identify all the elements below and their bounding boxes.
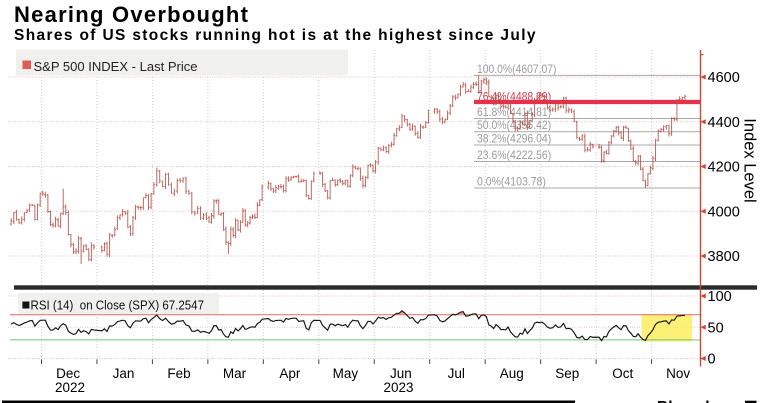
svg-text:100.0%(4607.07): 100.0%(4607.07) (477, 62, 557, 76)
svg-text:4600: 4600 (708, 70, 740, 86)
svg-text:Oct: Oct (612, 366, 633, 381)
svg-text:Index Level: Index Level (741, 118, 759, 202)
svg-text:50.0%(4355.42): 50.0%(4355.42) (477, 118, 551, 132)
svg-text:Feb: Feb (167, 366, 190, 381)
svg-text:Mar: Mar (223, 366, 247, 381)
svg-text:38.2%(4296.04): 38.2%(4296.04) (477, 132, 551, 146)
svg-text:Bloomberg: Bloomberg (657, 399, 739, 403)
svg-text:23.6%(4222.56): 23.6%(4222.56) (477, 148, 551, 162)
svg-text:Apr: Apr (279, 366, 301, 381)
svg-text:4000: 4000 (708, 204, 740, 220)
svg-text:4400: 4400 (708, 115, 740, 131)
svg-text:Dec: Dec (56, 366, 80, 381)
svg-text:Jun: Jun (390, 366, 412, 381)
svg-text:2022: 2022 (55, 380, 85, 395)
svg-text:Jan: Jan (113, 366, 135, 381)
svg-text:May: May (333, 366, 359, 381)
svg-text:RSI (14) on Close (SPX) 67.25: RSI (14) on Close (SPX) 67.2547 (31, 299, 205, 313)
svg-text:S&P 500 INDEX - Last Price: S&P 500 INDEX - Last Price (34, 59, 198, 74)
svg-text:Sep: Sep (555, 366, 579, 381)
svg-text:Aug: Aug (500, 366, 524, 381)
svg-text:50: 50 (708, 320, 724, 336)
svg-text:3800: 3800 (708, 249, 740, 265)
svg-text:0: 0 (708, 352, 716, 368)
svg-text:Jul: Jul (448, 366, 465, 381)
svg-text:76.4%(4488.29): 76.4%(4488.29) (477, 90, 551, 104)
svg-text:100: 100 (708, 289, 732, 305)
svg-text:4200: 4200 (708, 160, 740, 176)
svg-text:0.0%(4103.78): 0.0%(4103.78) (477, 175, 546, 189)
svg-text:2023: 2023 (383, 380, 413, 395)
svg-text:61.8%(4414.81): 61.8%(4414.81) (477, 105, 551, 119)
svg-text:Nov: Nov (666, 366, 690, 381)
